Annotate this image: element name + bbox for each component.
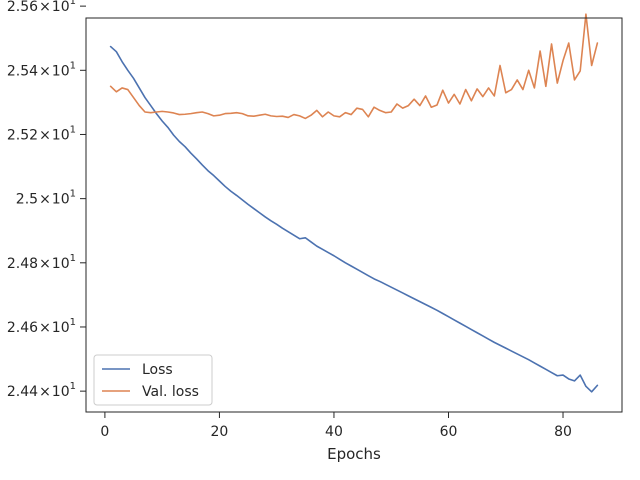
- y-tick-label: 2.56×101: [7, 0, 76, 15]
- x-tick-label: 60: [440, 424, 458, 440]
- series-layer: [109, 13, 599, 393]
- x-tick-label: 40: [325, 424, 343, 440]
- plot-frame: [85, 17, 623, 413]
- y-tick-label: 2.5×101: [16, 189, 76, 208]
- x-tick-label: 0: [100, 424, 109, 440]
- y-tick-label: 2.44×101: [7, 381, 76, 400]
- y-tick-label: 2.52×101: [7, 124, 76, 143]
- legend-label: Loss: [142, 362, 173, 378]
- x-axis-ticks: 0 20 40 60 80: [100, 412, 572, 440]
- y-tick-label: 2.54×101: [7, 60, 76, 79]
- legend-box: [93, 354, 213, 406]
- y-tick-label: 2.48×101: [7, 253, 76, 272]
- legend: Loss Val. loss: [93, 354, 213, 406]
- legend-label: Val. loss: [142, 384, 199, 400]
- series-line-loss: [109, 45, 599, 393]
- x-axis-label: Epochs: [327, 445, 381, 463]
- x-tick-label: 20: [211, 424, 229, 440]
- y-tick-label: 2.46×101: [7, 317, 76, 336]
- y-axis-ticks: 2.44×101 2.46×101 2.48×101 2.5×101 2.52×101 2…: [7, 0, 86, 400]
- series-line-val-loss: [109, 13, 599, 120]
- x-tick-label: 80: [554, 424, 572, 440]
